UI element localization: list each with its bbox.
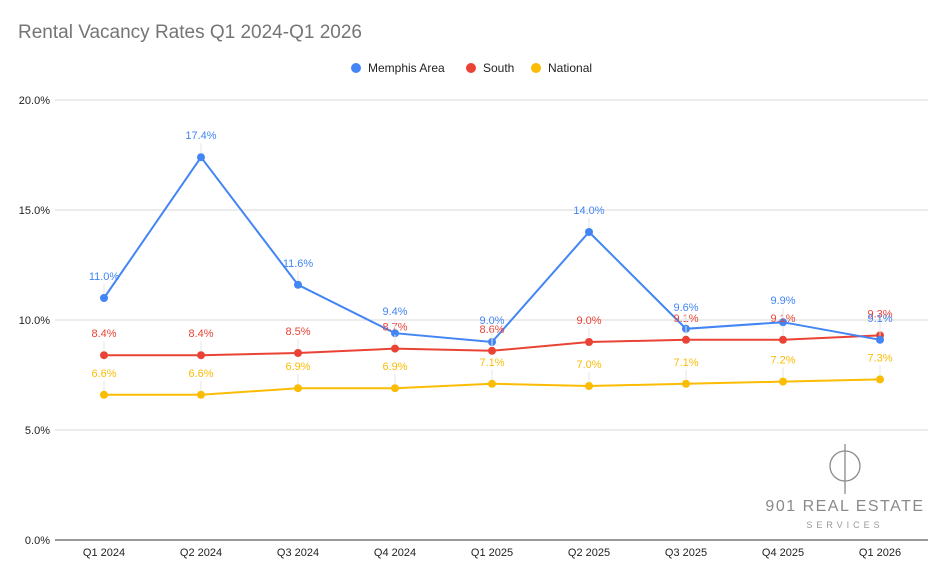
x-tick-label: Q1 2024 [83, 547, 125, 559]
data-point [876, 375, 884, 384]
chart-title: Rental Vacancy Rates Q1 2024-Q1 2026 [18, 22, 362, 43]
y-tick-label: 0.0% [25, 535, 50, 547]
data-label: 7.1% [673, 357, 698, 369]
data-point [100, 351, 108, 360]
logo-text: 901 REAL ESTATE [765, 498, 925, 515]
legend-marker [531, 63, 541, 73]
data-point [391, 384, 399, 393]
data-point [294, 280, 302, 289]
x-tick-label: Q4 2024 [374, 547, 416, 559]
data-point [682, 379, 690, 388]
data-label: 17.4% [185, 130, 216, 142]
data-labels: 6.6% 6.6% 6.9% 6.9% 7.1% 7.0% 7.1% 7.2% 7.3% 8.4%… [89, 130, 893, 391]
y-tick-label: 20.0% [19, 95, 50, 107]
y-axis: 0.0% 5.0% 10.0% 15.0% 20.0% [19, 95, 50, 547]
data-label: 9.1% [770, 313, 795, 325]
data-label: 7.3% [867, 352, 892, 364]
data-label: 6.6% [188, 368, 213, 380]
data-label: 9.3% [867, 308, 892, 320]
data-point [391, 329, 399, 338]
data-label: 7.1% [479, 357, 504, 369]
data-label: 8.5% [285, 326, 310, 338]
data-point [100, 390, 108, 399]
y-tick-label: 10.0% [19, 315, 50, 327]
x-tick-label: Q3 2024 [277, 547, 319, 559]
x-axis: Q1 2024 Q2 2024 Q3 2024 Q4 2024 Q1 2025 Q2 20… [83, 547, 901, 559]
data-point [488, 379, 496, 388]
data-point [100, 294, 108, 302]
x-tick-label: Q3 2025 [665, 547, 707, 559]
data-point [779, 335, 787, 344]
data-label: 11.0% [89, 271, 120, 283]
data-point [197, 390, 205, 399]
data-label: 8.4% [188, 328, 213, 340]
data-label: 9.6% [673, 302, 698, 314]
data-point [682, 335, 690, 344]
x-tick-label: Q1 2025 [471, 547, 513, 559]
data-label: 6.9% [285, 361, 310, 373]
data-point [585, 382, 593, 390]
y-tick-label: 15.0% [19, 205, 50, 217]
logo-mark-icon [829, 444, 861, 494]
data-label: 9.9% [770, 295, 795, 307]
data-point [197, 153, 205, 162]
x-tick-label: Q2 2025 [568, 547, 610, 559]
x-tick-label: Q4 2025 [762, 547, 804, 559]
legend-marker [466, 63, 476, 73]
data-label: 6.6% [91, 368, 116, 380]
data-label: 9.4% [382, 306, 407, 318]
data-label: 9.0% [576, 315, 601, 327]
grid-lines [55, 99, 928, 541]
data-point [294, 384, 302, 393]
data-label: 7.2% [770, 355, 795, 367]
data-label: 8.4% [91, 328, 116, 340]
data-point [391, 344, 399, 353]
chart-legend: Memphis Area South National [351, 61, 592, 75]
data-point [876, 335, 884, 344]
data-label: 9.0% [479, 315, 504, 327]
y-tick-label: 5.0% [25, 425, 50, 437]
x-tick-label: Q1 2026 [859, 547, 901, 559]
data-point [488, 346, 496, 355]
legend-label: South [483, 61, 514, 75]
x-tick-label: Q2 2024 [180, 547, 222, 559]
data-point [585, 228, 593, 236]
data-label: 11.6% [283, 258, 314, 270]
data-point [779, 377, 787, 386]
data-point [779, 318, 787, 327]
legend-label: Memphis Area [368, 61, 445, 75]
data-point [197, 351, 205, 360]
data-label: 7.0% [576, 359, 601, 371]
data-label: 14.0% [573, 205, 604, 217]
company-logo: 901 REAL ESTATE SERVICES [760, 440, 930, 535]
logo-subtext: SERVICES [806, 520, 884, 530]
legend-marker [351, 63, 361, 73]
data-point [294, 349, 302, 357]
data-label: 9.1% [867, 313, 892, 325]
data-point [585, 338, 593, 346]
legend-label: National [548, 61, 592, 75]
data-label: 6.9% [382, 361, 407, 373]
